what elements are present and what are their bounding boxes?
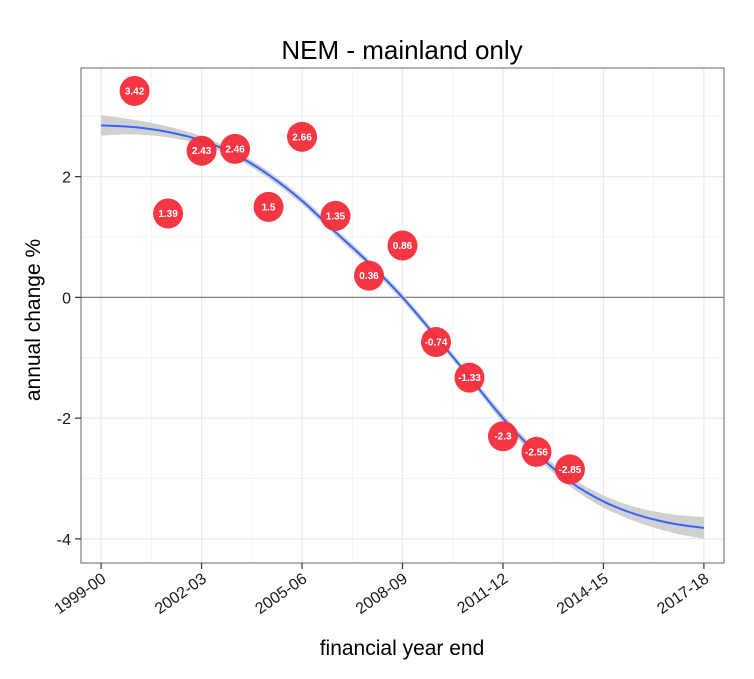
data-point-marker bbox=[287, 121, 318, 152]
y-tick-label: -2 bbox=[57, 411, 71, 428]
x-tick-label: 2017-18 bbox=[654, 570, 712, 618]
data-point-label: 1.39 bbox=[158, 209, 178, 220]
data-points: 3.42 1.39 2.43 2.46 1.5 2.66 1.35 0.36 0.86 -0.74… bbox=[119, 75, 585, 485]
data-point-marker bbox=[320, 200, 351, 231]
data-point-label: -2.56 bbox=[525, 447, 548, 458]
data-point-label: -1.33 bbox=[458, 373, 481, 384]
data-point-marker bbox=[186, 135, 217, 166]
data-point: -2.56 bbox=[521, 436, 552, 467]
axes: -4 -2 0 2 1999-00 2002-03 2005-06 2008-09 2011-1… bbox=[52, 67, 725, 618]
x-axis-label: financial year end bbox=[320, 637, 485, 660]
data-point-marker bbox=[521, 436, 552, 467]
x-tick-label: 2002-03 bbox=[152, 570, 210, 618]
x-tick-label: 1999-00 bbox=[52, 570, 110, 618]
data-point-label: -2.3 bbox=[494, 432, 512, 443]
data-point-marker bbox=[420, 327, 451, 358]
x-tick-label: 2008-09 bbox=[353, 570, 411, 618]
data-point: 2.66 bbox=[287, 121, 318, 152]
data-point-label: 1.35 bbox=[326, 211, 346, 222]
data-point: 1.35 bbox=[320, 200, 351, 231]
data-point: -0.74 bbox=[420, 327, 451, 358]
data-point-marker bbox=[354, 260, 385, 291]
data-point: 0.86 bbox=[387, 230, 418, 261]
data-point-marker bbox=[487, 421, 518, 452]
x-tick-label: 2014-15 bbox=[554, 570, 612, 618]
data-point: 1.5 bbox=[253, 191, 284, 222]
data-point-marker bbox=[554, 454, 585, 485]
y-tick-label: 2 bbox=[62, 170, 71, 187]
data-point-label: 1.5 bbox=[262, 202, 276, 213]
data-point-marker bbox=[454, 362, 485, 393]
data-point-marker bbox=[220, 133, 251, 164]
data-point-marker bbox=[119, 75, 150, 106]
data-point-label: 3.42 bbox=[125, 86, 145, 97]
data-point: 0.36 bbox=[354, 260, 385, 291]
data-point: 2.43 bbox=[186, 135, 217, 166]
data-point-label: 0.36 bbox=[359, 271, 379, 282]
chart-title: NEM - mainland only bbox=[281, 35, 522, 65]
data-point-label: 0.86 bbox=[393, 241, 413, 252]
grid-lines bbox=[81, 68, 724, 563]
data-point-marker bbox=[153, 198, 184, 229]
y-tick-label: -4 bbox=[57, 532, 71, 549]
data-point: 2.46 bbox=[220, 133, 251, 164]
data-point: 3.42 bbox=[119, 75, 150, 106]
data-point-label: 2.46 bbox=[225, 144, 245, 155]
data-point-marker bbox=[387, 230, 418, 261]
data-point-label: 2.66 bbox=[292, 132, 312, 143]
data-point-label: 2.43 bbox=[192, 146, 212, 157]
data-point: -1.33 bbox=[454, 362, 485, 393]
data-point-label: -0.74 bbox=[425, 338, 448, 349]
y-axis-label: annual change % bbox=[22, 239, 45, 401]
x-tick-label: 2011-12 bbox=[454, 570, 511, 617]
data-point-marker bbox=[253, 191, 284, 222]
data-point: 1.39 bbox=[153, 198, 184, 229]
y-tick-label: 0 bbox=[62, 290, 71, 307]
data-point: -2.3 bbox=[487, 421, 518, 452]
x-tick-label: 2005-06 bbox=[252, 570, 310, 618]
data-point-label: -2.85 bbox=[559, 465, 582, 476]
data-point: -2.85 bbox=[554, 454, 585, 485]
